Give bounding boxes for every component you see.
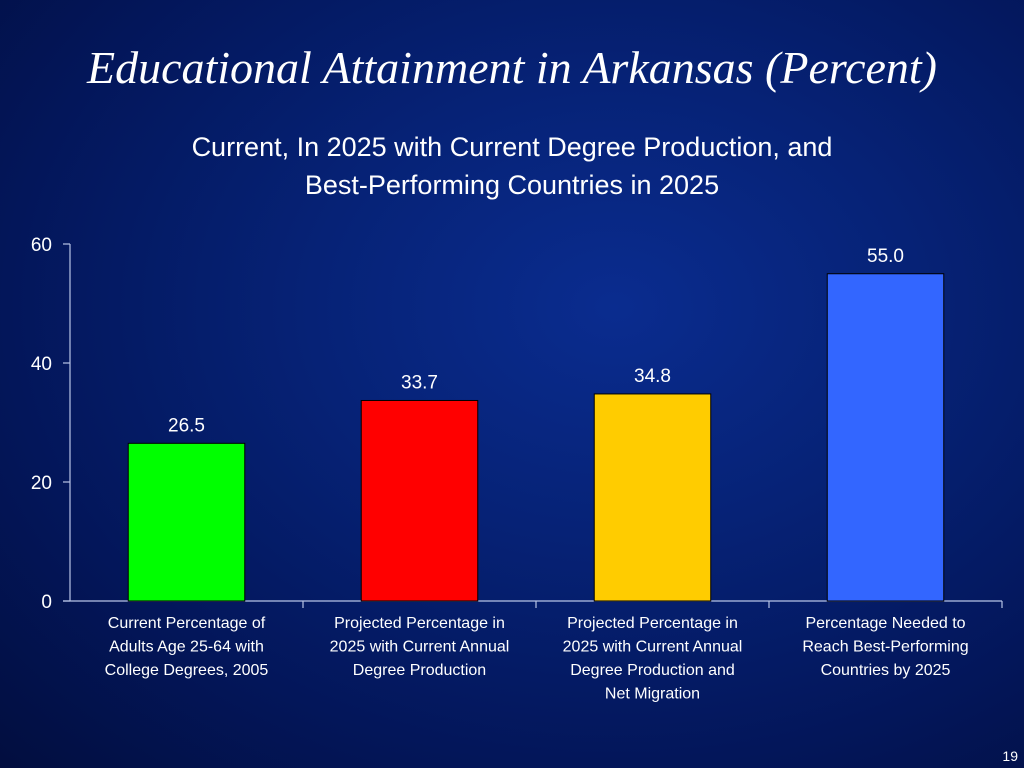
x-category-label: College Degrees, 2005 <box>105 662 269 679</box>
x-category-label: Degree Production and <box>570 662 735 679</box>
x-category-label: Projected Percentage in <box>567 615 738 632</box>
x-category-label: Adults Age 25-64 with <box>109 639 264 656</box>
x-category-label: 2025 with Current Annual <box>330 639 510 656</box>
slide-number: 19 <box>1002 748 1018 764</box>
bar-value-label: 55.0 <box>867 246 904 267</box>
y-tick-label: 40 <box>31 354 52 375</box>
x-category-label: Reach Best-Performing <box>802 639 968 656</box>
bar-value-label: 33.7 <box>401 372 438 393</box>
x-category-label: Countries by 2025 <box>821 662 951 679</box>
bar <box>593 393 712 602</box>
y-tick-label: 0 <box>41 592 52 613</box>
x-category-label: Projected Percentage in <box>334 615 505 632</box>
y-tick-label: 60 <box>31 235 52 256</box>
x-category-label: Percentage Needed to <box>805 615 965 632</box>
chart-subtitle: Current, In 2025 with Current Degree Pro… <box>0 128 1024 204</box>
bar-value-label: 26.5 <box>168 415 205 436</box>
x-category-label: 2025 with Current Annual <box>563 639 743 656</box>
bar <box>826 273 945 602</box>
bar-value-label: 34.8 <box>634 366 671 387</box>
bar <box>360 399 479 602</box>
y-tick-label: 20 <box>31 473 52 494</box>
chart-subtitle-line-1: Current, In 2025 with Current Degree Pro… <box>191 132 833 162</box>
x-category-label: Degree Production <box>353 662 486 679</box>
x-category-label: Current Percentage of <box>108 615 266 632</box>
bar <box>127 442 246 602</box>
slide-title: Educational Attainment in Arkansas (Perc… <box>86 42 937 93</box>
x-category-label: Net Migration <box>605 686 700 703</box>
chart-subtitle-line-2: Best-Performing Countries in 2025 <box>304 170 720 200</box>
